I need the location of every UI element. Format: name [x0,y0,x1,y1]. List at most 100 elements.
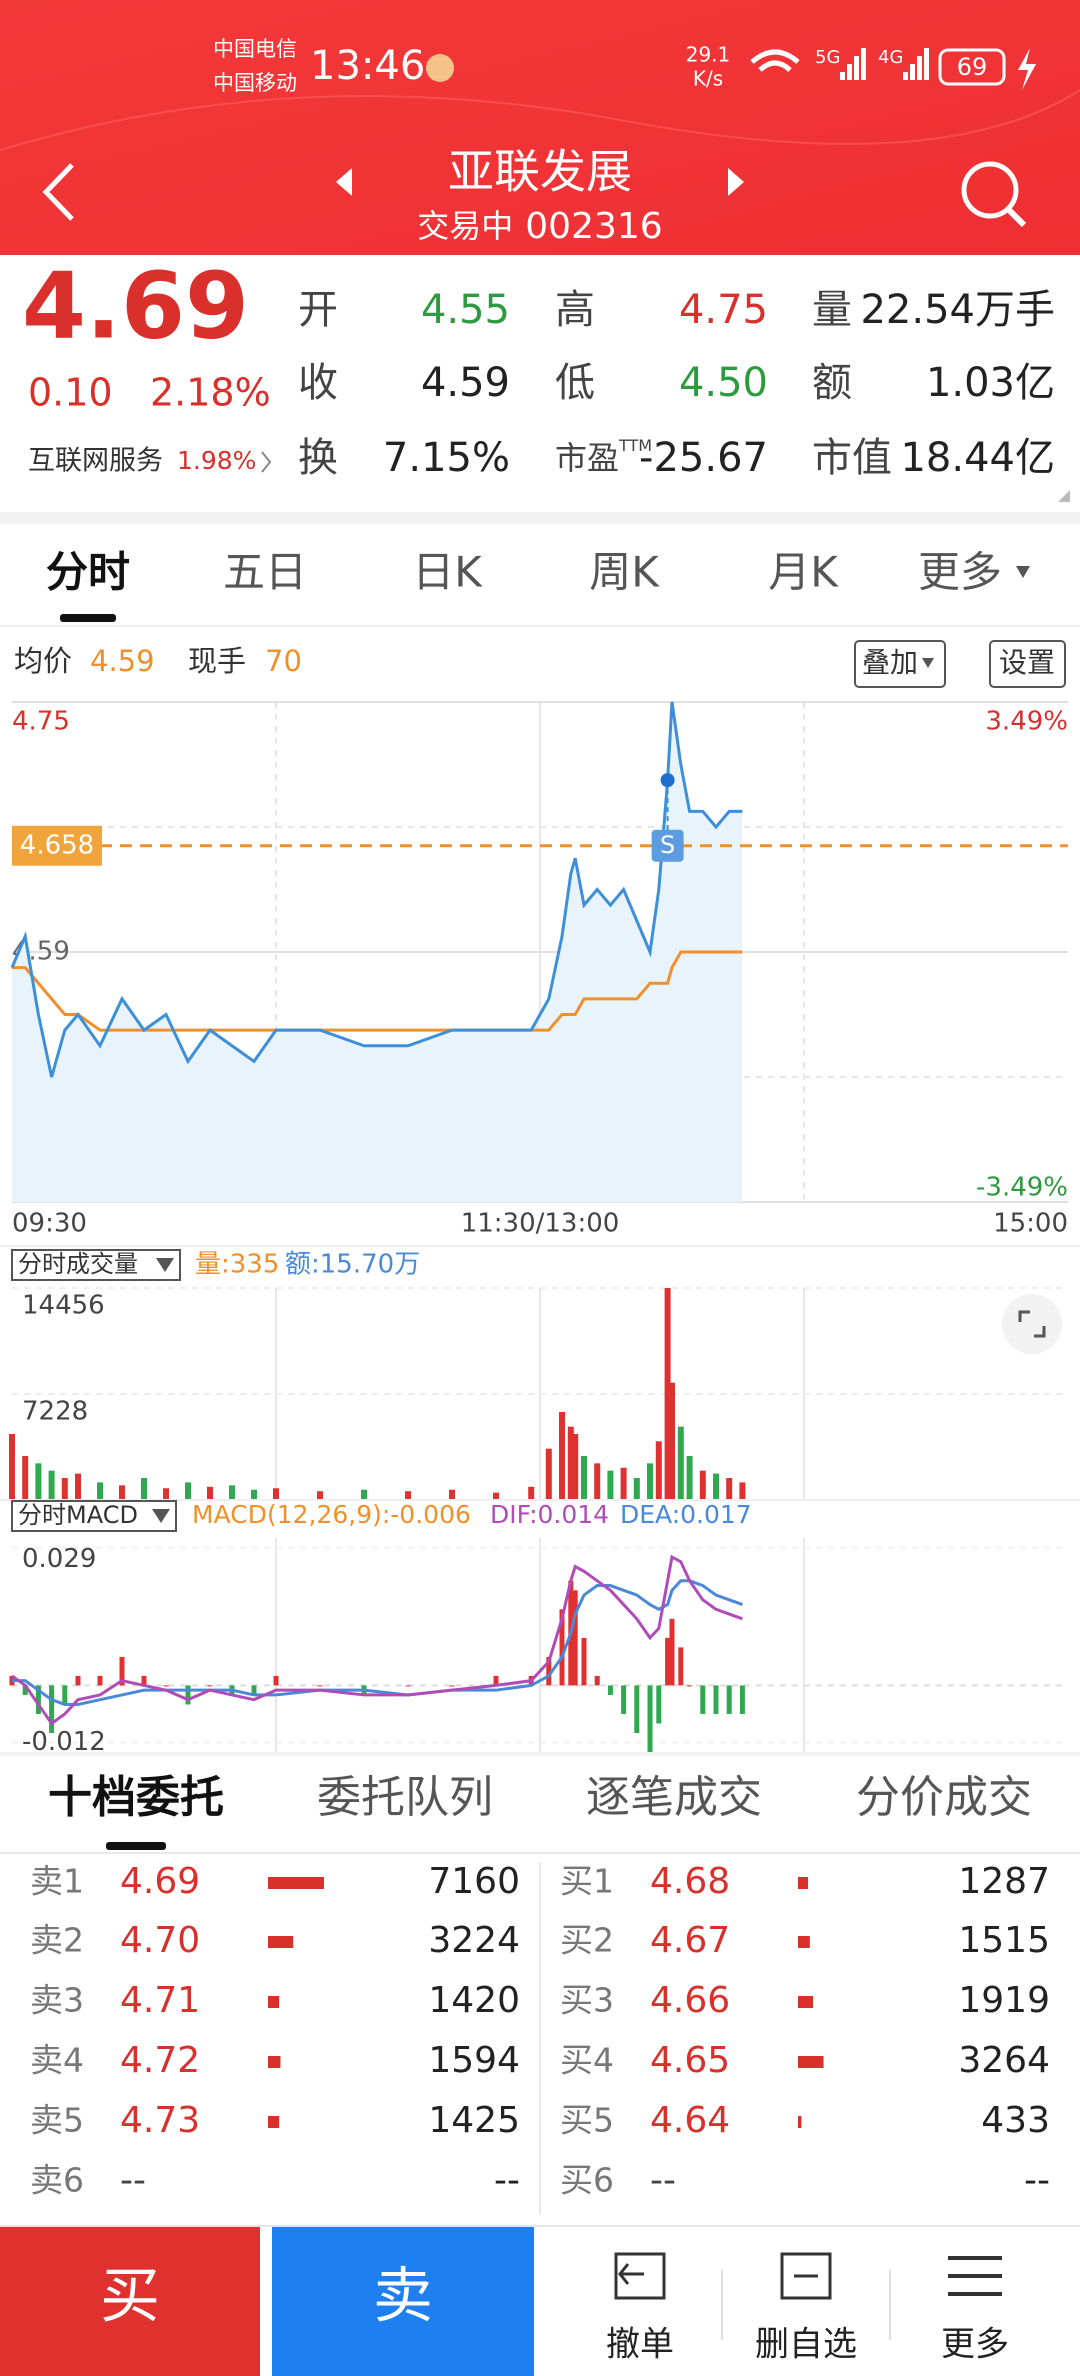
macd-label: MACD(12,26,9):-0.006 [192,1500,471,1529]
selector-box[interactable] [11,1500,177,1532]
macd-bar [317,1685,323,1687]
book-price: 4.65 [650,2040,730,2081]
action-label[interactable]: 撤单 [606,2325,674,2365]
field-label: 收 [298,360,338,406]
field-label-text: 额 [812,360,852,406]
sell-button[interactable] [272,2227,534,2376]
volume-bar [528,1486,535,1500]
chart-tab[interactable]: 更多 [918,548,1002,597]
book-volume: 1594 [428,2040,520,2081]
volume-bar [559,1412,565,1500]
field-label: 低 [555,360,595,406]
signal-bar [924,48,929,80]
app-icon [426,54,454,82]
book-label: 卖5 [30,2101,84,2140]
change-pct: 2.18% [150,371,271,415]
selector-label: 分时成交量 [18,1250,138,1278]
order-tab[interactable]: 委托队列 [317,1772,493,1823]
macd-bar [687,1685,693,1687]
book-label: 买5 [560,2101,614,2140]
macd-bar [163,1685,169,1687]
volume-bar [726,1478,733,1500]
back-button[interactable] [42,163,74,221]
field-label-text: 开 [298,287,338,333]
field-label: 换 [298,435,338,481]
trade-status: 交易中 [417,207,513,245]
field-label: 开 [298,287,338,333]
search-handle [1005,206,1027,228]
macd-bar [97,1675,103,1686]
volume-bar [633,1478,640,1500]
tab-underline [60,614,116,622]
pct-label: 3.49% [985,707,1068,737]
field-value: 7.15% [383,435,510,481]
last-value: 70 [265,644,302,678]
macd-bar [251,1685,257,1695]
action-label[interactable]: 删自选 [755,2325,857,2365]
volume-bar [581,1456,587,1500]
field-value: 4.75 [679,287,768,333]
book-price: -- [120,2160,146,2201]
macd-bar [185,1685,191,1705]
macd-bar [594,1675,600,1686]
sector-arrow[interactable] [261,451,272,473]
prev-stock[interactable] [336,168,352,196]
field-label: 额 [812,360,852,406]
field-value: 4.50 [679,360,768,406]
field-value: 1.03亿 [926,360,1055,406]
selector-dropdown [152,1509,170,1523]
sector: 互联网服务 [28,446,163,477]
book-volume-bar [268,2116,280,2128]
buy-label: 买 [100,2262,160,2332]
order-tab[interactable]: 逐笔成交 [586,1772,762,1823]
book-volume-bar [798,2056,824,2068]
remove-icon [780,2252,832,2300]
settings-button[interactable] [989,640,1066,688]
volume-bar [647,1463,653,1500]
book-price: 4.73 [120,2100,200,2141]
header-bg [0,0,1080,255]
network-type: 4G [878,47,903,68]
sector-pct: 1.98% [177,446,256,475]
change: 0.10 [28,371,113,415]
order-tab[interactable]: 十档委托 [48,1772,224,1823]
macd-bar [62,1685,68,1705]
order-tab-underline [106,1842,166,1850]
chart-tab[interactable]: 月K [768,548,839,597]
amount-label: 额:15.70万 [285,1250,420,1280]
carrier: 中国移动 [213,71,297,95]
macd-bar [607,1685,613,1695]
dea-label: DEA:0.017 [620,1500,752,1529]
buy-button[interactable] [0,2227,260,2376]
separator [0,1752,1080,1756]
volume-bar [686,1456,693,1500]
selector-box[interactable] [11,1249,181,1281]
stock-code: 002316 [525,206,662,247]
expand-button[interactable] [1002,1294,1062,1354]
signal-bar [917,56,922,80]
chart-tab[interactable]: 日K [412,548,483,597]
macd-bar [678,1647,684,1686]
overlay-button[interactable] [854,640,946,688]
next-stock[interactable] [728,168,744,196]
chart-tab[interactable]: 周K [589,548,660,597]
volume-bar [739,1482,746,1500]
dif-line [11,1554,743,1726]
chart-tab[interactable]: 分时 [46,548,130,597]
book-label: 卖4 [30,2041,84,2080]
search-button[interactable] [961,161,1019,219]
macd-bar [49,1685,55,1733]
macd-bar [405,1685,411,1687]
x-tick-label: 15:00 [993,1209,1068,1239]
selector-label: 分时MACD [18,1501,138,1529]
field-label-text: 低 [555,360,595,406]
action-label[interactable]: 更多 [941,2325,1009,2365]
signal-dot [660,773,675,788]
order-tab[interactable]: 分价成交 [856,1772,1032,1823]
carrier: 中国电信 [213,37,297,61]
signal-label: S [660,831,675,859]
book-volume: 1919 [958,1980,1050,2021]
macd-bar [669,1618,675,1686]
chart-tab[interactable]: 五日 [223,548,307,597]
